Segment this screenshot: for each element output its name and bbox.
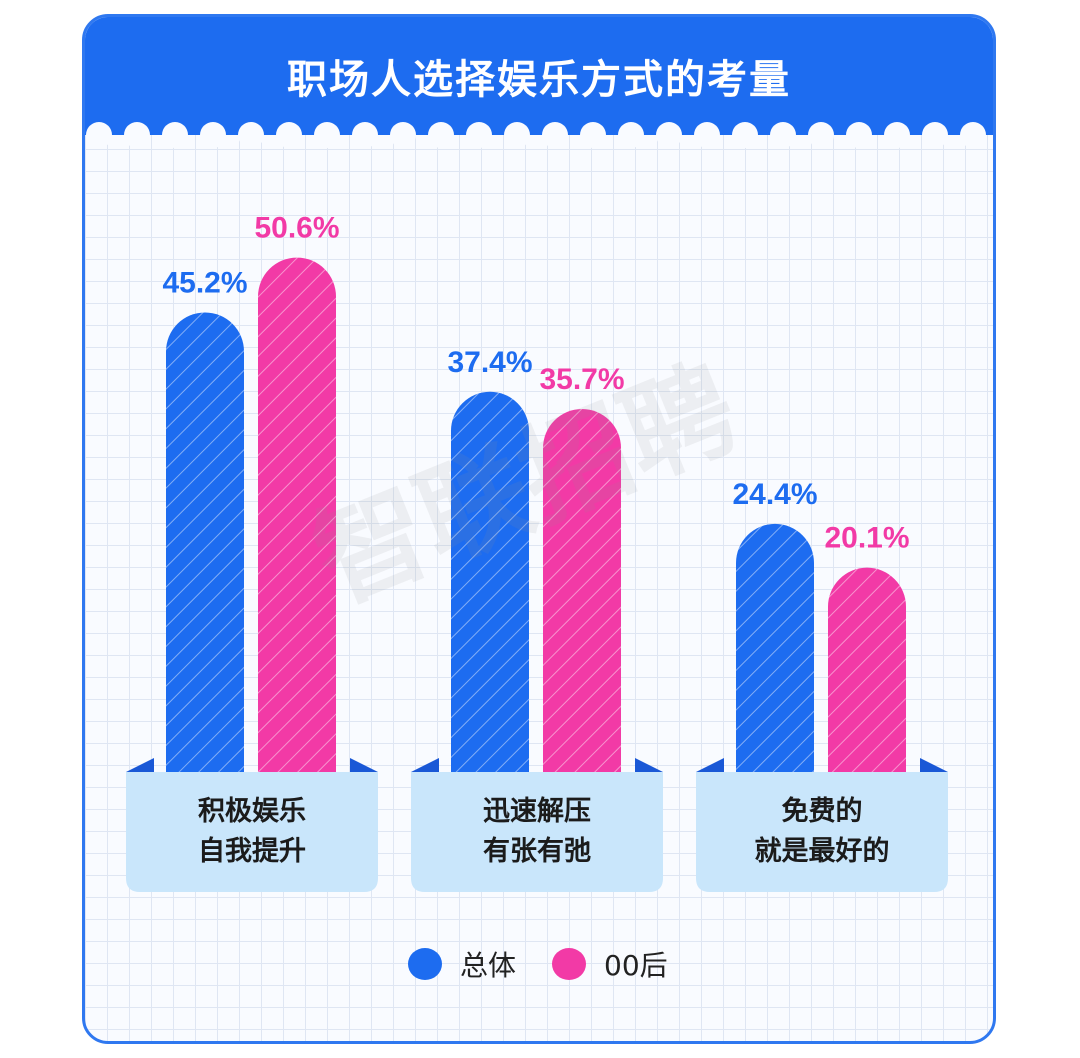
bar-hatch [543,409,621,772]
legend-swatch-overall [408,948,442,980]
bar-hatch [258,257,336,773]
category-label-line: 就是最好的 [755,835,890,867]
scallop [200,122,226,148]
scallop [580,122,606,148]
scallop [884,122,910,148]
scallop [86,122,112,148]
scallop [732,122,758,148]
ribbon-end-left [126,758,154,772]
category-label-line: 有张有弛 [483,836,591,867]
ribbon-end-right [920,758,948,772]
header-scallop-edge [86,122,986,148]
bar-hatch [736,523,814,772]
category-label-box [411,772,663,892]
scallop [314,122,340,148]
data-label-overall: 37.4% [447,346,532,379]
legend-item-00s: 00后 [552,946,668,982]
scallop [390,122,416,148]
scallop [162,122,188,148]
header-banner: 职场人选择娱乐方式的考量 [85,17,993,135]
category-label-line: 积极娱乐 [198,796,306,827]
data-label-00s: 50.6% [254,212,339,245]
scallop [428,122,454,148]
scallop [770,122,796,148]
scallop [504,122,530,148]
scallop [960,122,986,148]
category-label-box [126,772,378,892]
scallop [808,122,834,148]
chart-card: 职场人选择娱乐方式的考量 [82,14,996,1044]
bar-hatch [828,567,906,772]
category-label-line: 迅速解压 [483,796,591,827]
ribbon-end-right [350,758,378,772]
legend-item-overall: 总体 [408,946,516,982]
scallop [466,122,492,148]
legend-swatch-00s [552,948,586,980]
scallop [694,122,720,148]
scallop [238,122,264,148]
ribbon-end-right [635,758,663,772]
data-label-overall: 24.4% [732,478,817,511]
scallop [846,122,872,148]
data-label-overall: 45.2% [162,266,247,299]
category-label-box [696,772,948,892]
data-label-00s: 20.1% [824,522,909,555]
ribbon-end-left [411,758,439,772]
legend-label-overall: 总体 [460,949,517,982]
scallop [276,122,302,148]
scallop [656,122,682,148]
bar-hatch [166,312,244,772]
scallop [922,122,948,148]
scallop [618,122,644,148]
ribbon-end-left [696,758,724,772]
scallop [124,122,150,148]
data-label-00s: 35.7% [539,363,624,396]
scallop [352,122,378,148]
bar-hatch [451,391,529,772]
category-label-line: 免费的 [782,795,863,827]
category-label-line: 自我提升 [198,835,306,867]
scallop [542,122,568,148]
chart-title: 职场人选择娱乐方式的考量 [287,57,791,103]
legend-label-00s: 00后 [604,949,668,982]
